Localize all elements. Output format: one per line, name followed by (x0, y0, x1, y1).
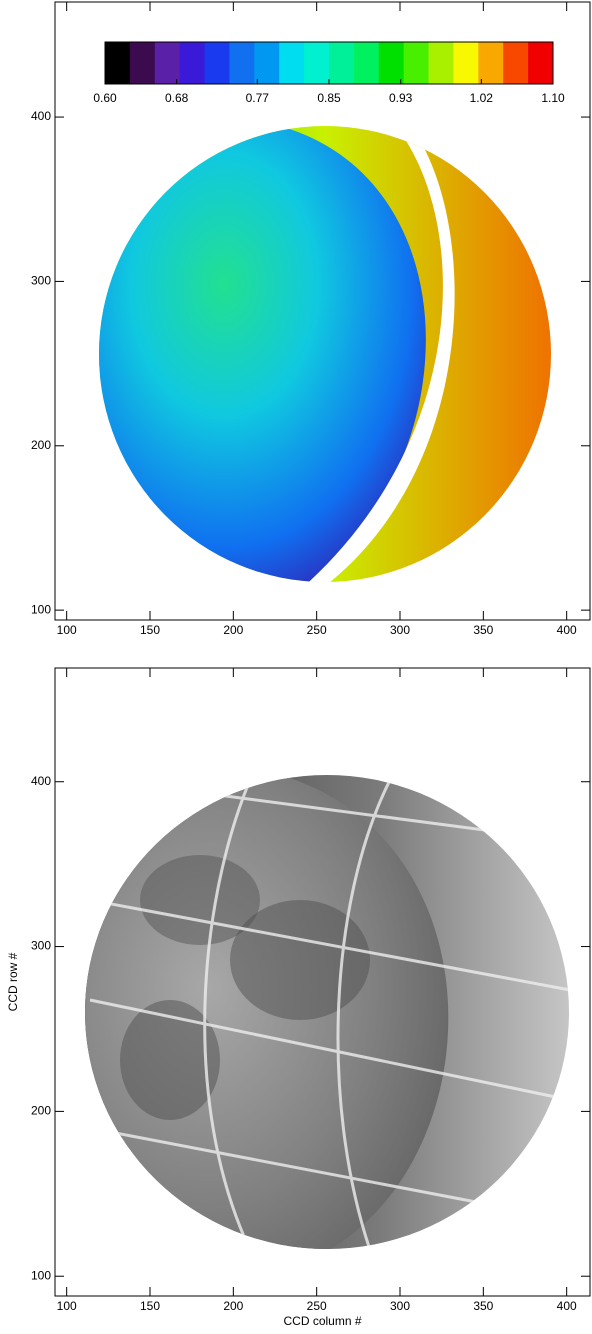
colorbar-segment (105, 42, 131, 84)
colorbar-tick-label: 1.02 (470, 91, 494, 105)
x-tick-label: 100 (57, 623, 77, 637)
x-tick-label: 250 (307, 623, 327, 637)
colorbar-tick-label: 0.60 (93, 91, 117, 105)
moon-image (85, 775, 569, 1249)
x-tick-label: 300 (390, 623, 410, 637)
colorbar-segment (329, 42, 355, 84)
x-tick-label: 250 (307, 1299, 327, 1313)
colorbar-segment (453, 42, 479, 84)
colorbar-segment (353, 42, 380, 84)
y-tick-label: 400 (31, 774, 51, 788)
x-tick-label: 350 (473, 623, 493, 637)
colorbar-segment (304, 42, 330, 84)
colorbar-segment (254, 42, 280, 84)
y-tick-label: 300 (31, 939, 51, 953)
colorbar-tick-label: 0.77 (246, 91, 270, 105)
x-tick-label: 150 (140, 623, 160, 637)
x-tick-label: 400 (557, 1299, 577, 1313)
y-tick-label: 200 (31, 1104, 51, 1118)
colorbar-segment (179, 42, 206, 84)
colorbar-segment (428, 42, 454, 84)
colorbar-segment (528, 42, 554, 84)
colorbar-segment (378, 42, 405, 84)
y-tick-label: 400 (31, 109, 51, 123)
plot-frame (54, 1, 591, 621)
x-tick-label: 400 (557, 623, 577, 637)
colorbar-segment (229, 42, 255, 84)
colorbar-segment (279, 42, 305, 84)
moon-ratio-image (99, 126, 551, 582)
y-tick-label: 300 (31, 274, 51, 288)
x-tick-label: 150 (140, 1299, 160, 1313)
y-axis-label: CCD row # (6, 952, 20, 1011)
colorbar-tick-label: 0.68 (165, 91, 189, 105)
colorbar-segment (129, 42, 156, 84)
colorbar-segment (403, 42, 430, 84)
x-axis-label: CCD column # (283, 1314, 361, 1328)
x-tick-label: 350 (473, 1299, 493, 1313)
colorbar-segment (154, 42, 181, 84)
x-tick-label: 100 (57, 1299, 77, 1313)
y-tick-label: 100 (31, 1268, 51, 1282)
colorbar-segment (503, 42, 529, 84)
y-tick-label: 200 (31, 438, 51, 452)
y-tick-label: 100 (31, 602, 51, 616)
x-tick-label: 200 (223, 1299, 243, 1313)
x-tick-label: 200 (223, 623, 243, 637)
colorbar-tick-label: 0.93 (389, 91, 413, 105)
plot-frame (54, 667, 591, 1297)
x-tick-label: 300 (390, 1299, 410, 1313)
colorbar-tick-label: 1.10 (541, 91, 565, 105)
colorbar-segment (204, 42, 230, 84)
colorbar-segment (478, 42, 504, 84)
axes: 100 150 200 250 300 350 400 100 200 300 400 0.60 0.6… (6, 1, 591, 1328)
colorbar-tick-label: 0.85 (317, 91, 341, 105)
